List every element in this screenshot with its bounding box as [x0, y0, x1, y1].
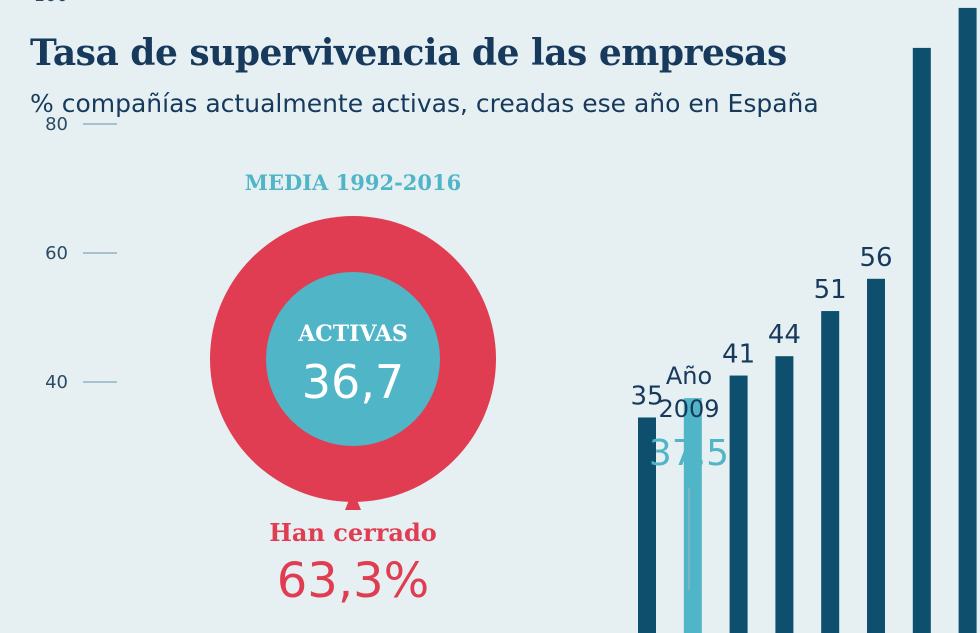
y-tick-label: 100 — [34, 0, 68, 6]
annotation-line1: Año — [666, 362, 712, 390]
annotation-line2: 2009 — [658, 395, 719, 423]
bar — [958, 7, 977, 633]
bar — [821, 311, 840, 633]
bar — [912, 47, 931, 633]
y-tick-label: 80 — [45, 114, 68, 135]
bar-value-label: 44 — [768, 320, 801, 350]
y-axis: 40 60 80 100 — [34, 0, 117, 393]
y-tick-label: 60 — [45, 243, 68, 264]
bar — [729, 375, 748, 633]
closed-value: 63,3% — [277, 553, 429, 609]
bar-value-label: 51 — [814, 275, 847, 305]
closed-pointer-icon — [345, 490, 361, 510]
bar-value-label: 56 — [859, 243, 892, 273]
y-tick-label: 40 — [45, 372, 68, 393]
donut-title: MEDIA 1992-2016 — [245, 170, 462, 195]
chart-subtitle: % compañías actualmente activas, creadas… — [30, 89, 819, 118]
closed-label: Han cerrado — [269, 518, 437, 547]
bar — [867, 278, 885, 633]
annotation-value: 37,5 — [649, 433, 729, 474]
bar — [775, 356, 794, 633]
donut-chart: MEDIA 1992-2016 ACTIVAS 36,7 Han cerrado… — [210, 170, 496, 609]
bar — [638, 417, 656, 633]
active-slice — [266, 272, 440, 446]
bar-value-label: 35 — [630, 381, 663, 411]
bar-value-label: 41 — [722, 340, 755, 370]
active-value: 36,7 — [302, 355, 404, 409]
bar-series: 354144515699,4 — [630, 7, 977, 633]
active-label: ACTIVAS — [297, 321, 408, 347]
year-2009-annotation: Año 2009 37,5 — [649, 362, 729, 590]
chart-title: Tasa de supervivencia de las empresas — [30, 32, 787, 74]
